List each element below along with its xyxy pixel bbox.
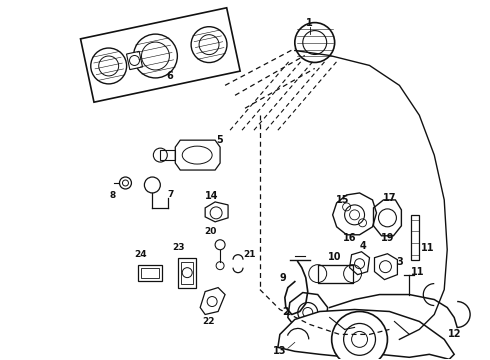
Text: 6: 6: [167, 71, 173, 81]
Text: 10: 10: [328, 252, 342, 262]
Text: 20: 20: [204, 227, 216, 236]
Polygon shape: [80, 8, 240, 102]
Bar: [138, 265, 162, 280]
Text: 22: 22: [202, 317, 215, 326]
Text: 19: 19: [381, 233, 394, 243]
Text: 13: 13: [273, 346, 287, 356]
Bar: [318, 265, 353, 283]
Text: 17: 17: [383, 193, 396, 203]
Bar: [142, 268, 159, 278]
Text: 2: 2: [282, 307, 289, 318]
Text: 11: 11: [420, 243, 434, 253]
Text: 23: 23: [172, 243, 185, 252]
Text: 8: 8: [109, 192, 116, 201]
Bar: [178, 258, 196, 288]
Bar: [181, 262, 193, 284]
Text: 1: 1: [306, 18, 313, 28]
Text: 12: 12: [447, 329, 461, 339]
Text: 24: 24: [134, 250, 147, 259]
Text: 15: 15: [336, 195, 349, 205]
Text: 4: 4: [359, 241, 366, 251]
Polygon shape: [126, 51, 143, 69]
Text: 16: 16: [343, 233, 356, 243]
Bar: [412, 215, 419, 260]
Text: 7: 7: [167, 190, 173, 199]
Text: 5: 5: [217, 135, 223, 145]
Polygon shape: [278, 310, 454, 359]
Text: 3: 3: [396, 257, 403, 267]
Text: 11: 11: [411, 267, 424, 276]
Text: 21: 21: [244, 250, 256, 259]
Circle shape: [332, 311, 388, 360]
Text: 14: 14: [205, 191, 219, 201]
Text: 9: 9: [279, 273, 286, 283]
